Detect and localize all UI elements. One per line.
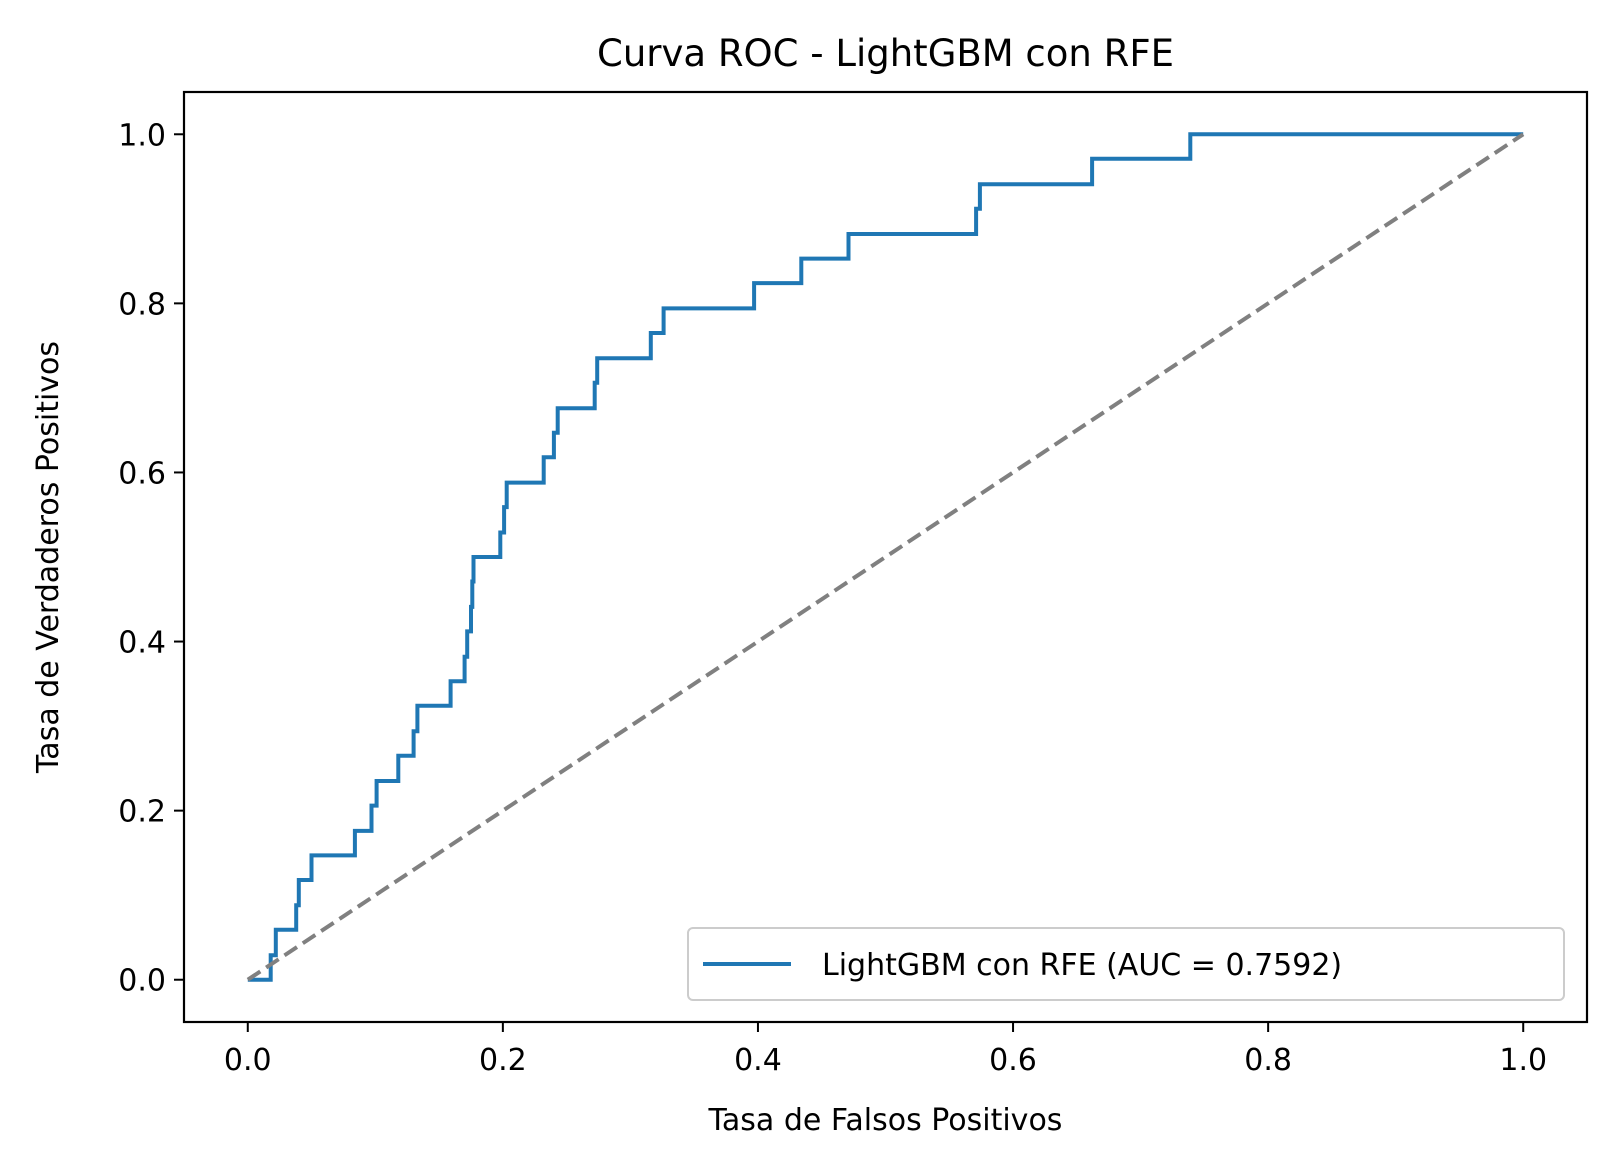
x-axis-ticks: 0.0 0.2 0.4 0.6 0.8 1.0 <box>224 1022 1547 1078</box>
x-tick-label: 0.8 <box>1244 1043 1292 1078</box>
chart-title: Curva ROC - LightGBM con RFE <box>597 32 1174 75</box>
y-axis-ticks: 0.0 0.2 0.4 0.6 0.8 1.0 <box>118 118 184 999</box>
y-tick-label: 0.6 <box>118 456 166 491</box>
x-tick-label: 0.6 <box>989 1043 1037 1078</box>
y-tick-label: 0.4 <box>118 626 166 661</box>
x-axis-label: Tasa de Falsos Positivos <box>708 1103 1063 1138</box>
x-tick-label: 0.4 <box>734 1043 782 1078</box>
roc-curve-line <box>247 132 1524 982</box>
y-tick-label: 0.2 <box>118 795 166 830</box>
y-tick-label: 1.0 <box>118 118 166 153</box>
y-axis-label: Tasa de Verdaderos Positivos <box>31 341 66 774</box>
y-tick-label: 0.0 <box>118 964 166 999</box>
y-tick-label: 0.8 <box>118 287 166 322</box>
legend: LightGBM con RFE (AUC = 0.7592) <box>687 927 1565 1001</box>
axes-frame <box>182 90 1589 1024</box>
x-tick-label: 0.2 <box>479 1043 527 1078</box>
legend-label-lightgbm: LightGBM con RFE (AUC = 0.7592) <box>822 948 1342 983</box>
x-tick-label: 1.0 <box>1499 1043 1547 1078</box>
legend-box <box>687 927 1565 1001</box>
plot-lines <box>246 132 1525 982</box>
x-tick-label: 0.0 <box>224 1043 272 1078</box>
diagonal-reference-line <box>246 132 1525 982</box>
